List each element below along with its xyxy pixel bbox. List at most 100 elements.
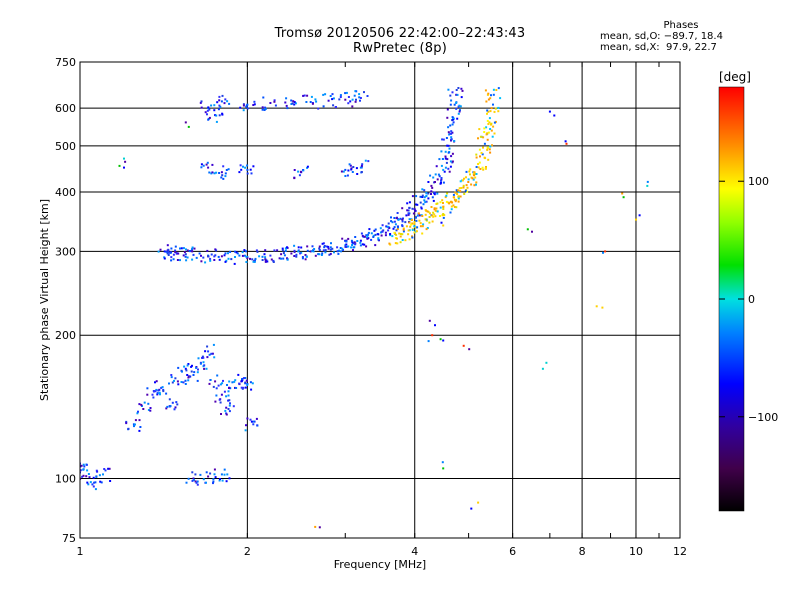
data-point [455, 107, 458, 110]
data-point [224, 98, 227, 101]
data-point [451, 160, 454, 163]
data-point [398, 232, 401, 235]
data-point [421, 215, 424, 217]
data-point [453, 198, 456, 201]
data-point [146, 387, 149, 390]
data-point [431, 196, 434, 199]
data-point [162, 388, 165, 391]
data-point [446, 144, 449, 147]
data-point [192, 374, 195, 376]
data-point [286, 246, 288, 249]
data-point [459, 180, 462, 183]
data-point [346, 174, 349, 177]
data-point [213, 172, 216, 175]
data-point [118, 164, 121, 167]
data-point [460, 96, 463, 99]
data-point [188, 250, 191, 252]
data-point [439, 338, 442, 341]
data-point [155, 380, 158, 383]
data-point [442, 339, 445, 342]
data-point [176, 380, 179, 383]
data-point [176, 259, 179, 261]
data-point [405, 214, 408, 217]
data-point [193, 247, 196, 250]
data-point [302, 94, 305, 97]
data-point [445, 194, 448, 197]
data-point [553, 114, 556, 117]
colorbar-tick-label: 0 [748, 293, 755, 306]
data-point [455, 89, 458, 91]
data-point [332, 97, 335, 100]
data-point [418, 219, 421, 222]
data-point [214, 114, 217, 117]
data-point [217, 108, 220, 111]
data-point [146, 393, 149, 396]
data-point [184, 255, 187, 258]
data-point [293, 249, 296, 252]
data-point [270, 258, 273, 261]
data-point [249, 168, 252, 171]
data-point [475, 166, 478, 168]
data-point [233, 380, 236, 383]
data-point [206, 249, 209, 252]
data-point [342, 248, 344, 251]
data-point [305, 101, 308, 103]
data-point [477, 137, 479, 140]
data-point [215, 171, 218, 174]
data-point [244, 382, 247, 385]
data-point [451, 201, 454, 204]
data-point [449, 200, 452, 203]
data-point [402, 227, 405, 230]
data-point [417, 212, 420, 215]
data-point [363, 91, 365, 94]
data-point [244, 429, 247, 432]
data-point [449, 94, 452, 97]
data-point [488, 121, 491, 124]
data-point [197, 357, 200, 360]
data-point [234, 386, 236, 389]
data-point [299, 170, 302, 173]
data-point [214, 476, 217, 479]
data-point [431, 220, 434, 223]
data-point [493, 121, 496, 124]
data-point [185, 248, 187, 251]
data-point [303, 94, 306, 97]
data-point [212, 480, 215, 483]
data-point [408, 218, 411, 221]
data-point [404, 221, 407, 224]
data-point [489, 110, 492, 113]
data-point [174, 249, 177, 252]
data-point [132, 423, 135, 426]
data-point [256, 250, 259, 253]
data-point [306, 249, 309, 252]
data-point [466, 186, 469, 189]
data-point [314, 98, 317, 101]
data-point [216, 374, 219, 377]
data-point [388, 242, 391, 245]
data-point [350, 167, 353, 170]
data-point [462, 344, 465, 347]
data-point [154, 390, 157, 393]
data-point [207, 350, 210, 353]
data-point [367, 160, 370, 163]
data-point [227, 408, 230, 410]
data-point [323, 246, 326, 249]
data-point [408, 201, 411, 204]
data-point [477, 501, 480, 504]
data-point [221, 382, 224, 385]
data-point [360, 232, 363, 235]
data-point [184, 379, 187, 382]
data-point [413, 221, 416, 224]
data-point [252, 420, 255, 423]
data-point [157, 250, 160, 253]
data-point [419, 201, 422, 204]
data-point [457, 189, 460, 192]
data-point [473, 171, 476, 174]
data-point [272, 261, 275, 263]
data-point [228, 102, 231, 105]
data-point [239, 164, 242, 167]
data-point [208, 353, 211, 356]
data-point [441, 461, 444, 464]
data-point [451, 116, 454, 119]
data-point [595, 305, 598, 308]
